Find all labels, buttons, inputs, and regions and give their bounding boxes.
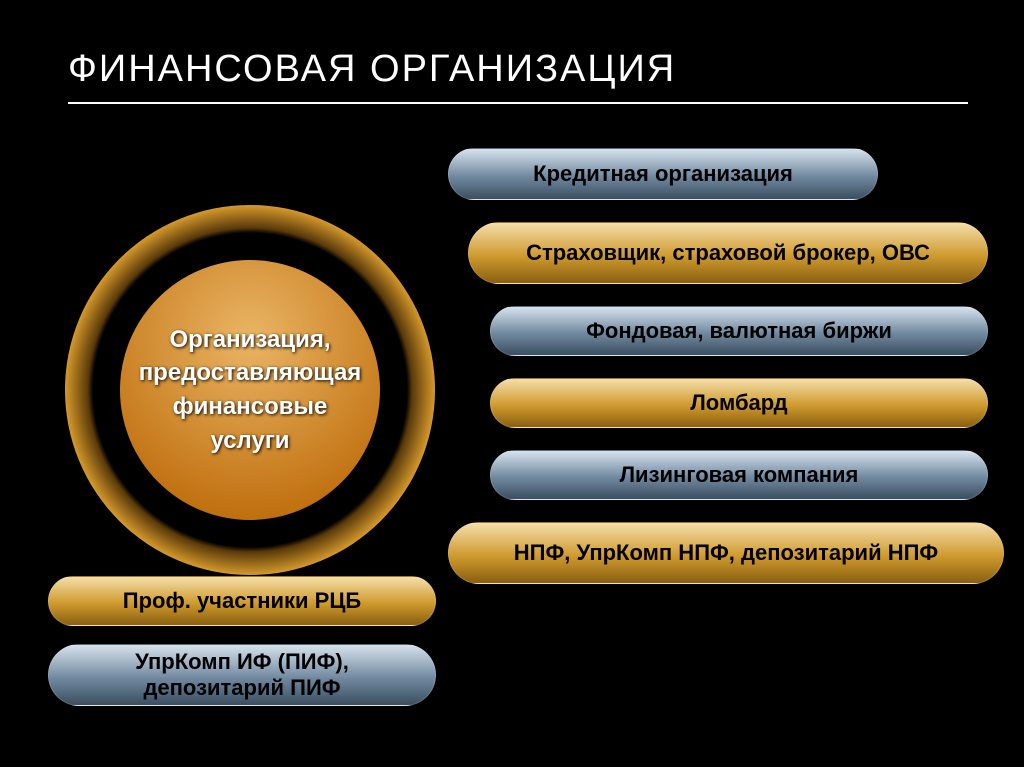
page-title: ФИНАНСОВАЯ ОРГАНИЗАЦИЯ — [68, 48, 676, 91]
center-text: Организация, предоставляющая финансовые … — [135, 323, 365, 457]
center-circle: Организация, предоставляющая финансовые … — [120, 260, 380, 520]
pill-insurer: Страховщик, страховой брокер, ОВС — [468, 222, 988, 284]
title-underline — [68, 102, 968, 104]
pill-leasing: Лизинговая компания — [490, 450, 988, 500]
pill-uprkomp-pif: УпрКомп ИФ (ПИФ), депозитарий ПИФ — [48, 644, 436, 706]
pill-pawnshop: Ломбард — [490, 378, 988, 428]
pill-prof-rcb: Проф. участники РЦБ — [48, 576, 436, 626]
pill-exchange: Фондовая, валютная биржи — [490, 306, 988, 356]
pill-npf: НПФ, УпрКомп НПФ, депозитарий НПФ — [448, 522, 1004, 584]
pill-credit-org: Кредитная организация — [448, 148, 878, 200]
